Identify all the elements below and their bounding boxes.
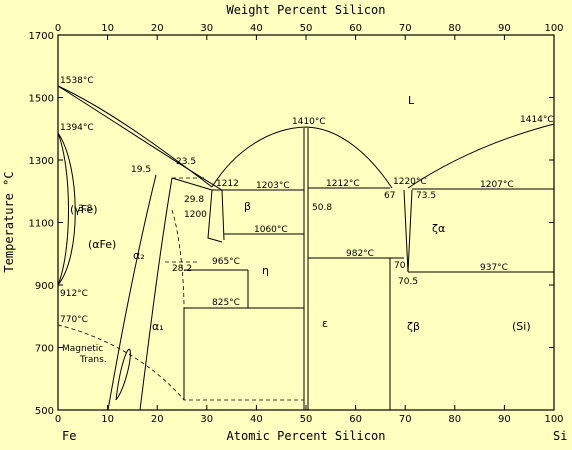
- label-19-5: 19.5: [131, 165, 151, 175]
- phase-beta: β: [244, 200, 251, 213]
- liquidus-fe-side: [57, 85, 213, 188]
- label-1410: 1410°C: [292, 117, 326, 127]
- phase-zeta-beta: ζβ: [407, 320, 420, 333]
- label-825: 825°C: [212, 298, 240, 308]
- top-tick-label: 40: [250, 23, 263, 34]
- liquidus-si-side: [407, 123, 555, 189]
- label-912: 912°C: [60, 289, 88, 299]
- element-fe-label: Fe: [62, 429, 76, 443]
- label-1060: 1060°C: [254, 225, 288, 235]
- label-23-5: 23.5: [176, 157, 196, 167]
- phase-liquid: L: [408, 94, 415, 107]
- y-tick-label: 900: [35, 281, 54, 292]
- top-tick-label: 0: [55, 23, 61, 34]
- top-tick-label: 20: [151, 23, 164, 34]
- label-67: 67: [384, 191, 395, 201]
- diagram-annotations: 1538°C 1394°C 912°C 770°C Magnetic Trans…: [60, 76, 554, 365]
- alpha1-boundary: [139, 177, 173, 411]
- phase-si: (Si): [512, 320, 531, 333]
- plot-frame: [57, 34, 555, 411]
- label-1207: 1207°C: [480, 180, 514, 190]
- left-axis-title: Temperature °C: [2, 171, 16, 272]
- phase-zeta-alpha: ζα: [432, 222, 445, 235]
- label-70: 70: [394, 261, 406, 271]
- beta-left: [207, 189, 223, 243]
- magnetic-loop: [115, 348, 131, 401]
- zeta-alpha-region: [403, 189, 413, 273]
- phase-gamma-fe: (γFe): [70, 203, 98, 216]
- y-tick-label: 1500: [29, 94, 54, 105]
- curie-line: [57, 324, 304, 401]
- label-3-8: 3.8: [78, 204, 93, 214]
- phase-eta: η: [262, 264, 269, 277]
- top-tick-label: 10: [101, 23, 114, 34]
- label-1394: 1394°C: [60, 123, 94, 133]
- phase-alpha2: α₂: [133, 249, 145, 262]
- dashed-order: [171, 209, 185, 309]
- y-tick-label: 1300: [29, 156, 54, 167]
- y-tick-label: 500: [35, 406, 54, 417]
- phase-epsilon: ε: [322, 317, 328, 330]
- gamma-loop-inner: [57, 132, 69, 286]
- top-tick-label: 30: [200, 23, 213, 34]
- x-tick-label: 10: [101, 414, 114, 425]
- x-tick-label: 40: [250, 414, 263, 425]
- top-tick-label: 80: [448, 23, 461, 34]
- gamma-loop-outer: [57, 132, 76, 286]
- axis-ticks: 0 10 20 30 40 50 60 70 80 90 100 0 10 20 30 40 50 60 70 80 9…: [29, 23, 564, 425]
- beta-right: [221, 189, 225, 241]
- top-axis-title: Weight Percent Silicon: [227, 3, 386, 17]
- y-tick-label: 1700: [29, 31, 54, 42]
- x-tick-label: 30: [200, 414, 213, 425]
- label-1200: 1200: [184, 210, 207, 220]
- x-tick-label: 0: [55, 414, 61, 425]
- top-tick-label: 50: [300, 23, 313, 34]
- label-28-2: 28.2: [172, 264, 192, 274]
- label-937: 937°C: [480, 263, 508, 273]
- label-73-5: 73.5: [416, 191, 436, 201]
- x-tick-label: 70: [399, 414, 412, 425]
- x-tick-label: 100: [544, 414, 563, 425]
- solidus-fe-side: [57, 85, 223, 191]
- phase-boundaries: [57, 85, 555, 411]
- x-tick-label: 20: [151, 414, 164, 425]
- x-tick-label: 80: [448, 414, 461, 425]
- label-magnetic: Magnetic: [62, 344, 103, 354]
- label-965: 965°C: [212, 257, 240, 267]
- label-1212a: 1212: [216, 179, 239, 189]
- alpha2-top: [171, 177, 213, 191]
- liquidus-dome: [211, 126, 393, 189]
- x-tick-label: 90: [498, 414, 511, 425]
- label-982: 982°C: [346, 249, 374, 259]
- label-29-8: 29.8: [184, 195, 204, 205]
- label-1203: 1203°C: [256, 181, 290, 191]
- top-tick-label: 90: [498, 23, 511, 34]
- label-50-8: 50.8: [312, 203, 332, 213]
- top-tick-label: 60: [349, 23, 362, 34]
- bottom-axis-title: Atomic Percent Silicon: [227, 429, 386, 443]
- label-1414: 1414°C: [520, 115, 554, 125]
- dashed-lines: [57, 177, 304, 401]
- isotherm-lines: [184, 187, 554, 309]
- top-tick-label: 70: [399, 23, 412, 34]
- x-tick-label: 50: [300, 414, 313, 425]
- phase-alpha1: α₁: [152, 320, 164, 333]
- label-1220: 1220°C: [393, 177, 427, 187]
- label-770: 770°C: [60, 315, 88, 325]
- y-tick-label: 1100: [29, 219, 54, 230]
- label-1212b: 1212°C: [326, 179, 360, 189]
- element-si-label: Si: [553, 429, 567, 443]
- x-tick-label: 60: [349, 414, 362, 425]
- top-tick-label: 100: [544, 23, 563, 34]
- label-70-5: 70.5: [398, 277, 418, 287]
- label-1538: 1538°C: [60, 76, 94, 86]
- phase-alpha-fe: (αFe): [88, 238, 116, 251]
- alpha2-boundary-left: [107, 174, 157, 411]
- y-tick-label: 700: [35, 344, 54, 355]
- label-trans: Trans.: [79, 355, 107, 365]
